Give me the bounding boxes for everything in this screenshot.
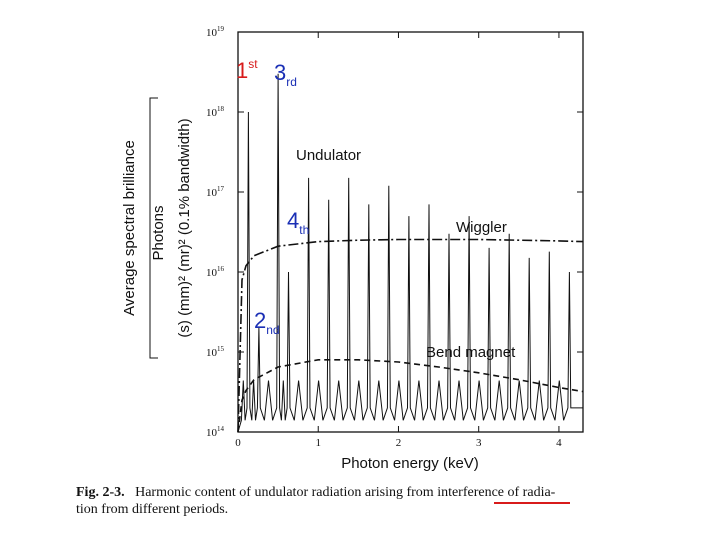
y-tick-label: 1016 — [206, 265, 225, 279]
y-tick-label: 1014 — [206, 425, 225, 439]
y-axis-title-outer: Average spectral brilliance — [121, 140, 138, 316]
annotation-1st: 1st — [236, 57, 258, 83]
y-axis-title-units: (s) (mm)² (mr)² (0.1% bandwidth) — [176, 118, 193, 337]
annotation-2nd: 2nd — [254, 308, 280, 337]
wiggler-label: Wiggler — [456, 219, 507, 236]
x-axis-title: Photon energy (keV) — [341, 455, 479, 472]
annotation-4th: 4th — [287, 208, 309, 237]
y-tick-label: 1017 — [206, 185, 225, 199]
caption-text: Harmonic content of undulator radiation … — [135, 485, 556, 500]
bend-magnet-label: Bend magnet — [426, 344, 516, 361]
y-tick-label: 1018 — [206, 105, 225, 119]
x-tick-label: 1 — [315, 437, 321, 449]
plot-frame — [237, 31, 584, 433]
bend-magnet-series-line — [237, 359, 584, 433]
caption-prefix: Fig. 2-3. — [76, 485, 125, 500]
y-tick-label: 1015 — [206, 345, 225, 359]
y-label-bracket — [149, 97, 158, 359]
caption-highlight-underline — [494, 502, 570, 504]
x-tick-label: 3 — [476, 437, 482, 449]
annotation-3rd: 3rd — [274, 60, 297, 89]
figure-caption: Fig. 2-3. Harmonic content of undulator … — [76, 484, 656, 518]
undulator-series-line — [237, 73, 583, 433]
undulator-label: Undulator — [296, 147, 361, 164]
x-tick-label: 0 — [235, 437, 241, 449]
y-ticks: 1019 1018 1017 1016 1015 1014 — [206, 25, 583, 439]
chart-svg: 1019 1018 1017 1016 1015 1014 0 1 2 3 4 Average s… — [121, 25, 584, 472]
x-tick-label: 4 — [556, 437, 562, 449]
y-tick-label: 1019 — [206, 25, 225, 39]
wiggler-series-line — [237, 238, 584, 433]
y-axis-title-photons: Photons — [150, 205, 167, 260]
caption-line2: tion from different periods. — [76, 502, 229, 517]
x-tick-label: 2 — [396, 437, 402, 449]
